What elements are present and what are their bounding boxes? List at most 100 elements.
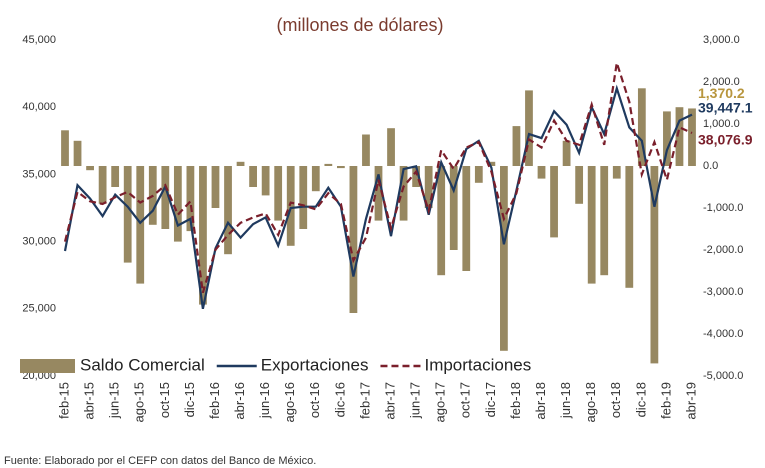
x-tick-label: oct-15 bbox=[157, 382, 172, 418]
bar bbox=[274, 166, 283, 221]
x-tick-label: oct-17 bbox=[458, 382, 473, 418]
x-tick-label: dic-18 bbox=[633, 382, 648, 417]
bar bbox=[587, 166, 596, 284]
x-tick-label: feb-17 bbox=[357, 382, 372, 419]
bar bbox=[349, 166, 358, 313]
legend-label: Importaciones bbox=[424, 355, 531, 374]
bar bbox=[487, 161, 496, 166]
bar bbox=[236, 161, 245, 166]
x-tick-label: feb-19 bbox=[658, 382, 673, 419]
bar bbox=[362, 134, 370, 166]
line bbox=[63, 84, 693, 310]
x-tick-label: feb-18 bbox=[508, 382, 523, 419]
x-tick-label: abr-15 bbox=[82, 382, 97, 420]
data-label: 1,370.2 bbox=[698, 85, 745, 101]
y2-tick-label: 1,000.0 bbox=[703, 118, 740, 130]
bar bbox=[399, 166, 408, 221]
bar bbox=[136, 166, 145, 284]
bar bbox=[199, 166, 207, 305]
bar bbox=[224, 166, 232, 255]
bar bbox=[336, 166, 345, 169]
x-tick-label: oct-16 bbox=[307, 382, 322, 418]
y2-tick-label: -3,000.0 bbox=[703, 286, 743, 298]
bar bbox=[123, 166, 132, 263]
bar bbox=[663, 111, 671, 166]
bar bbox=[61, 130, 69, 166]
bar bbox=[261, 166, 270, 196]
bar bbox=[98, 166, 107, 204]
y2-tick-label: -1,000.0 bbox=[703, 202, 743, 214]
y2-tick-label: -4,000.0 bbox=[703, 328, 743, 340]
y-tick-label: 30,000 bbox=[22, 236, 56, 248]
bar bbox=[474, 166, 483, 183]
x-tick-label: feb-16 bbox=[207, 382, 222, 419]
source-note: Fuente: Elaborado por el CEFP con datos … bbox=[4, 455, 316, 467]
bar bbox=[73, 140, 82, 166]
x-tick-label: oct-18 bbox=[608, 382, 623, 418]
bar bbox=[637, 88, 646, 166]
bar bbox=[562, 140, 571, 166]
x-tick-label: abr-19 bbox=[683, 382, 698, 420]
x-tick-label: ago-16 bbox=[282, 382, 297, 422]
legend-label: Exportaciones bbox=[261, 355, 369, 374]
bar bbox=[412, 166, 421, 187]
x-tick-label: abr-17 bbox=[382, 382, 397, 420]
bar bbox=[286, 166, 295, 246]
y2-tick-label: -5,000.0 bbox=[703, 370, 743, 382]
y2-tick-label: 2,000.0 bbox=[703, 76, 740, 88]
bar bbox=[299, 166, 308, 229]
x-tick-label: abr-18 bbox=[533, 382, 548, 420]
bar bbox=[324, 163, 333, 166]
y2-tick-label: 0.0 bbox=[703, 160, 718, 172]
x-tick-label: ago-17 bbox=[433, 382, 448, 422]
bar bbox=[688, 108, 696, 166]
bar bbox=[311, 166, 320, 192]
bar bbox=[111, 166, 120, 187]
bar bbox=[374, 166, 383, 221]
legend-swatch bbox=[20, 359, 75, 373]
bar bbox=[186, 166, 195, 232]
y-tick-label: 45,000 bbox=[22, 34, 56, 46]
x-tick-label: abr-16 bbox=[232, 382, 247, 420]
bar bbox=[612, 166, 621, 179]
bar bbox=[650, 166, 659, 364]
bar bbox=[462, 166, 471, 271]
x-tick-label: jun-15 bbox=[107, 382, 122, 419]
line bbox=[63, 62, 693, 294]
bar bbox=[173, 166, 182, 242]
y-tick-label: 40,000 bbox=[22, 101, 56, 113]
bar bbox=[500, 166, 508, 351]
bar bbox=[424, 166, 433, 208]
bar bbox=[449, 166, 458, 250]
bar bbox=[575, 166, 584, 204]
legend-label: Saldo Comercial bbox=[80, 355, 205, 374]
x-tick-label: ago-18 bbox=[583, 382, 598, 422]
data-label: 39,447.1 bbox=[698, 99, 753, 115]
y2-tick-label: 3,000.0 bbox=[703, 34, 740, 46]
x-tick-label: jun-16 bbox=[257, 382, 272, 419]
x-tick-label: jun-18 bbox=[558, 382, 573, 419]
chart-title: (millones de dólares) bbox=[276, 15, 443, 35]
x-tick-label: dic-15 bbox=[182, 382, 197, 417]
x-tick-label: dic-17 bbox=[483, 382, 498, 417]
bar bbox=[387, 128, 395, 166]
bar bbox=[675, 107, 684, 166]
y2-tick-label: -2,000.0 bbox=[703, 244, 743, 256]
x-tick-label: dic-16 bbox=[332, 382, 347, 417]
bar bbox=[525, 90, 533, 166]
bar bbox=[211, 166, 220, 208]
bar bbox=[537, 166, 546, 179]
x-tick-label: jun-17 bbox=[408, 382, 423, 419]
bar bbox=[161, 166, 170, 229]
x-tick-label: ago-15 bbox=[132, 382, 147, 422]
bar bbox=[512, 126, 521, 166]
bar bbox=[437, 166, 446, 276]
bar bbox=[600, 166, 609, 276]
y-tick-label: 35,000 bbox=[22, 168, 56, 180]
bar bbox=[625, 166, 634, 288]
bar bbox=[550, 166, 558, 238]
x-tick-label: feb-15 bbox=[56, 382, 71, 419]
bar bbox=[86, 166, 94, 171]
data-label: 38,076.9 bbox=[698, 132, 753, 148]
